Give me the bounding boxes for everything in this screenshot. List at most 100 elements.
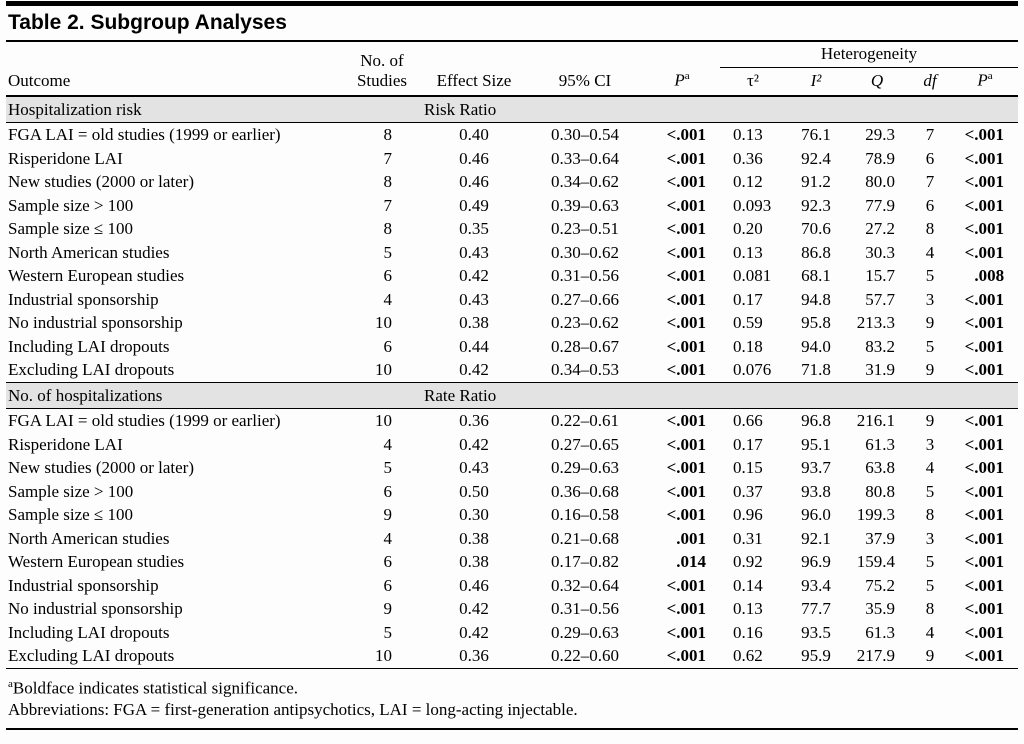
cell-q: 217.9 [856, 646, 895, 666]
cell-n: 6 [383, 266, 393, 286]
cell-es: 0.43 [459, 242, 489, 262]
cell-outcome: New studies (2000 or later) [8, 458, 195, 478]
table-title: Table 2. Subgroup Analyses [6, 6, 1018, 42]
cell-n: 9 [383, 599, 393, 619]
cell-q: 80.8 [865, 481, 895, 501]
cell-ci: 0.31–0.56 [551, 266, 619, 286]
data-row: Industrial sponsorship 4 0.43 0.27–0.66 <.00… [6, 288, 1018, 312]
cell-es: 0.44 [459, 336, 489, 356]
cell-ci: 0.23–0.62 [551, 313, 619, 333]
cell-n: 6 [383, 336, 393, 356]
col-header-q: Q [846, 67, 908, 97]
cell-p2: <.001 [964, 125, 1005, 145]
data-row: Risperidone LAI 4 0.42 0.27–0.65 <.001 0.17 95… [6, 433, 1018, 457]
cell-df: 6 [925, 148, 935, 168]
cell-es: 0.36 [459, 411, 489, 431]
data-row: No industrial sponsorship 9 0.42 0.31–0.56 <… [6, 597, 1018, 621]
cell-es: 0.42 [459, 599, 489, 619]
cell-i2: 76.1 [801, 125, 831, 145]
header-row-sub: τ² I² Q df Pa [6, 67, 1019, 97]
cell-df: 5 [925, 266, 935, 286]
cell-df: 7 [925, 172, 935, 192]
cell-p2: <.001 [964, 289, 1005, 309]
data-row: Including LAI dropouts 5 0.42 0.29–0.63 <.00… [6, 621, 1018, 645]
cell-ci: 0.33–0.64 [551, 148, 619, 168]
cell-tau2: 0.15 [733, 458, 763, 478]
cell-n: 6 [383, 552, 393, 572]
cell-es: 0.46 [459, 172, 489, 192]
data-row: Western European studies 6 0.38 0.17–0.82 .0… [6, 550, 1018, 574]
cell-outcome: Sample size ≤ 100 [8, 505, 134, 525]
cell-i2: 92.4 [801, 148, 831, 168]
cell-i2: 93.7 [801, 458, 831, 478]
cell-q: 199.3 [856, 505, 895, 525]
cell-p2: <.001 [964, 434, 1005, 454]
cell-p: <.001 [666, 622, 706, 642]
cell-n: 8 [383, 219, 393, 239]
subgroup-analyses-table: Outcome No. of Studies Effect Size 95% C… [6, 42, 1019, 668]
cell-p2: <.001 [964, 599, 1005, 619]
cell-q: 159.4 [856, 552, 895, 572]
cell-es: 0.50 [459, 481, 489, 501]
data-row: Excluding LAI dropouts 10 0.36 0.22–0.60 <.0… [6, 644, 1018, 668]
footnote-text: Boldface indicates statistical significa… [12, 678, 299, 698]
cell-ci: 0.36–0.68 [551, 481, 619, 501]
col-header-i2: I² [786, 67, 846, 97]
cell-p2: <.001 [964, 336, 1005, 356]
data-row: North American studies 4 0.38 0.21–0.68 .001… [6, 527, 1018, 551]
cell-es: 0.38 [459, 552, 489, 572]
cell-tau2: 0.13 [733, 599, 763, 619]
cell-i2: 77.7 [801, 599, 831, 619]
p-label: P [674, 70, 685, 90]
cell-p: <.001 [666, 125, 706, 145]
cell-ci: 0.23–0.51 [551, 219, 619, 239]
data-row: Risperidone LAI 7 0.46 0.33–0.64 <.001 0.36 92… [6, 147, 1018, 171]
data-row: New studies (2000 or later) 5 0.43 0.29–0.6… [6, 456, 1018, 480]
cell-ci: 0.31–0.56 [551, 599, 619, 619]
cell-tau2: 0.17 [733, 289, 763, 309]
footnote-significance: aBoldface indicates statistical signific… [8, 673, 1016, 700]
cell-i2: 92.3 [801, 195, 831, 215]
cell-p: <.001 [666, 148, 706, 168]
cell-df: 9 [925, 646, 935, 666]
cell-es: 0.36 [459, 646, 489, 666]
cell-i2: 96.0 [801, 505, 831, 525]
cell-i2: 94.8 [801, 289, 831, 309]
cell-outcome: Sample size ≤ 100 [8, 219, 134, 239]
cell-ci: 0.39–0.63 [551, 195, 619, 215]
cell-outcome: FGA LAI = old studies (1999 or earlier) [8, 125, 281, 145]
cell-es: 0.42 [459, 266, 489, 286]
cell-tau2: 0.081 [733, 266, 772, 286]
cell-q: 35.9 [865, 599, 895, 619]
cell-p2: <.001 [964, 552, 1005, 572]
cell-tau2: 0.36 [733, 148, 763, 168]
cell-q: 83.2 [865, 336, 895, 356]
cell-p2: <.001 [964, 242, 1005, 262]
cell-outcome: Including LAI dropouts [8, 622, 170, 642]
cell-q: 213.3 [856, 313, 895, 333]
cell-tau2: 0.12 [733, 172, 763, 192]
cell-ci: 0.22–0.61 [551, 411, 619, 431]
cell-p: .014 [676, 552, 706, 572]
cell-p: <.001 [666, 336, 706, 356]
cell-i2: 96.8 [801, 411, 831, 431]
section-effect-type: Rate Ratio [422, 381, 1019, 410]
cell-q: 27.2 [865, 219, 895, 239]
cell-tau2: 0.37 [733, 481, 763, 501]
section-label: Hospitalization risk [6, 95, 422, 124]
col-header-ci: 95% CI [526, 42, 644, 97]
cell-es: 0.46 [459, 148, 489, 168]
cell-outcome: Risperidone LAI [8, 434, 123, 454]
cell-tau2: 0.96 [733, 505, 763, 525]
cell-ci: 0.27–0.66 [551, 289, 619, 309]
cell-df: 3 [925, 434, 935, 454]
section-header-row: No. of hospitalizations Rate Ratio [6, 381, 1019, 410]
section-header-row: Hospitalization risk Risk Ratio [6, 95, 1019, 124]
cell-es: 0.42 [459, 622, 489, 642]
cell-outcome: Industrial sponsorship [8, 289, 159, 309]
cell-ci: 0.29–0.63 [551, 458, 619, 478]
section-label: No. of hospitalizations [6, 381, 422, 410]
cell-df: 4 [925, 622, 935, 642]
cell-outcome: Western European studies [8, 266, 185, 286]
cell-es: 0.30 [459, 505, 489, 525]
